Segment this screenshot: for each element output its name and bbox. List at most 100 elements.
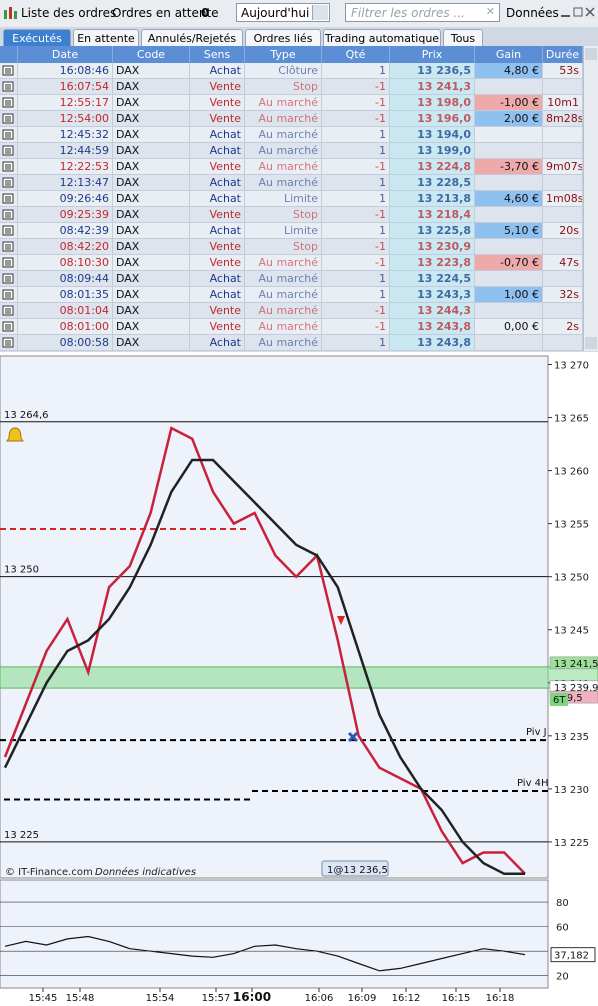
row-icon[interactable] <box>0 127 18 143</box>
prix-cell: 13 196,0 <box>390 111 475 127</box>
prix: 13 199,0 <box>417 144 471 157</box>
series-line <box>3 458 525 876</box>
code-cell: DAX <box>113 159 190 175</box>
price-tag: 239,5 <box>554 693 583 704</box>
gain-cell <box>475 335 543 351</box>
row-icon[interactable] <box>0 207 18 223</box>
row-icon[interactable] <box>0 111 18 127</box>
column-header[interactable]: Qté <box>322 46 390 63</box>
type-cell: Au marché <box>245 95 322 111</box>
qty-cell: 1 <box>322 287 390 303</box>
tab[interactable]: Tous <box>443 29 483 46</box>
column-header[interactable]: Sens <box>190 46 245 63</box>
scroll-up[interactable] <box>585 48 597 60</box>
type-cell: Limite <box>245 191 322 207</box>
duree: 20s <box>559 224 579 237</box>
row-icon[interactable] <box>0 143 18 159</box>
date-cell: 12:55:17 <box>18 95 113 111</box>
x-tick-label: 16:15 <box>442 993 471 1004</box>
sens-cell: Vente <box>190 95 245 111</box>
prix-cell: 13 224,5 <box>390 271 475 287</box>
type-cell: Clôture <box>245 63 322 79</box>
type-cell: Au marché <box>245 319 322 335</box>
dropdown-arrow[interactable] <box>312 5 328 20</box>
duree-cell <box>543 143 583 159</box>
filter-input[interactable]: Filtrer les ordres ... ✕ <box>345 3 500 22</box>
x-tick-label: 15:48 <box>66 993 95 1004</box>
order-row: 16:08:46 DAX Achat Clôture 1 13 236,5 4,80 € 53… <box>0 63 583 79</box>
date: 12:54:00 <box>59 112 109 125</box>
row-icon[interactable] <box>0 303 18 319</box>
osc-tick-label: 80 <box>556 898 569 909</box>
row-icon[interactable] <box>0 319 18 335</box>
code: DAX <box>116 80 140 93</box>
date-cell: 12:45:32 <box>18 127 113 143</box>
row-icon[interactable] <box>0 95 18 111</box>
type-cell: Stop <box>245 239 322 255</box>
scroll-down[interactable] <box>585 337 597 349</box>
order-row: 12:13:47 DAX Achat Au marché 1 13 228,5 <box>0 175 583 191</box>
sens: Achat <box>209 272 241 285</box>
window-controls[interactable] <box>560 6 596 20</box>
sens-cell: Vente <box>190 319 245 335</box>
row-icon[interactable] <box>0 271 18 287</box>
sens-cell: Achat <box>190 127 245 143</box>
type: Clôture <box>278 64 318 77</box>
date: 08:42:39 <box>59 224 109 237</box>
sens-cell: Vente <box>190 207 245 223</box>
tab[interactable]: Exécutés <box>3 29 71 46</box>
row-icon[interactable] <box>0 191 18 207</box>
order-row: 12:44:59 DAX Achat Au marché 1 13 199,0 <box>0 143 583 159</box>
row-icon[interactable] <box>0 255 18 271</box>
tab[interactable]: Ordres liés <box>245 29 321 46</box>
gain-cell <box>475 271 543 287</box>
sens: Vente <box>209 160 242 173</box>
scrollbar[interactable] <box>583 46 598 351</box>
row-icon[interactable] <box>0 287 18 303</box>
row-icon[interactable] <box>0 335 18 351</box>
date-cell: 08:01:00 <box>18 319 113 335</box>
column-header[interactable]: Prix <box>390 46 475 63</box>
type-cell: Au marché <box>245 111 322 127</box>
gain-cell <box>475 127 543 143</box>
pending-label[interactable]: Ordres en attente <box>112 6 219 20</box>
row-icon[interactable] <box>0 239 18 255</box>
column-header[interactable]: Date <box>18 46 113 63</box>
order-row: 08:42:20 DAX Vente Stop -1 13 230,9 <box>0 239 583 255</box>
row-icon[interactable] <box>0 159 18 175</box>
row-icon[interactable] <box>0 223 18 239</box>
code: DAX <box>116 288 140 301</box>
duree-cell: 1m08s <box>543 191 583 207</box>
tab[interactable]: Annulés/Rejetés <box>141 29 243 46</box>
column-header[interactable]: Code <box>113 46 190 63</box>
code-cell: DAX <box>113 207 190 223</box>
row-icon[interactable] <box>0 79 18 95</box>
code-cell: DAX <box>113 335 190 351</box>
prix-cell: 13 241,3 <box>390 79 475 95</box>
osc-value-bg <box>550 947 596 963</box>
tab[interactable]: Trading automatique <box>323 29 441 46</box>
column-header[interactable]: Durée <box>543 46 583 63</box>
type: Limite <box>283 224 318 237</box>
sens-cell: Achat <box>190 287 245 303</box>
period-dropdown[interactable]: Aujourd'hui <box>236 3 330 22</box>
row-icon[interactable] <box>0 63 18 79</box>
tab[interactable]: En attente <box>73 29 139 46</box>
date-cell: 12:44:59 <box>18 143 113 159</box>
column-header[interactable]: Type <box>245 46 322 63</box>
filter-placeholder: Filtrer les ordres ... <box>351 6 465 20</box>
duree-cell <box>543 271 583 287</box>
data-menu[interactable]: Données <box>506 6 559 20</box>
sens: Achat <box>209 64 241 77</box>
date: 08:00:58 <box>59 336 109 349</box>
table-header: Date Code Sens Type Qté Prix Gain Durée <box>0 46 583 63</box>
prix: 13 243,3 <box>417 288 471 301</box>
header-icon <box>0 46 18 63</box>
qty-cell: 1 <box>322 127 390 143</box>
column-header[interactable]: Gain <box>475 46 543 63</box>
clear-icon[interactable]: ✕ <box>485 5 495 18</box>
row-icon[interactable] <box>0 175 18 191</box>
order-row: 12:54:00 DAX Vente Au marché -1 13 196,0 2,00 … <box>0 111 583 127</box>
date: 08:01:35 <box>59 288 109 301</box>
gain-cell: -1,00 € <box>475 95 543 111</box>
